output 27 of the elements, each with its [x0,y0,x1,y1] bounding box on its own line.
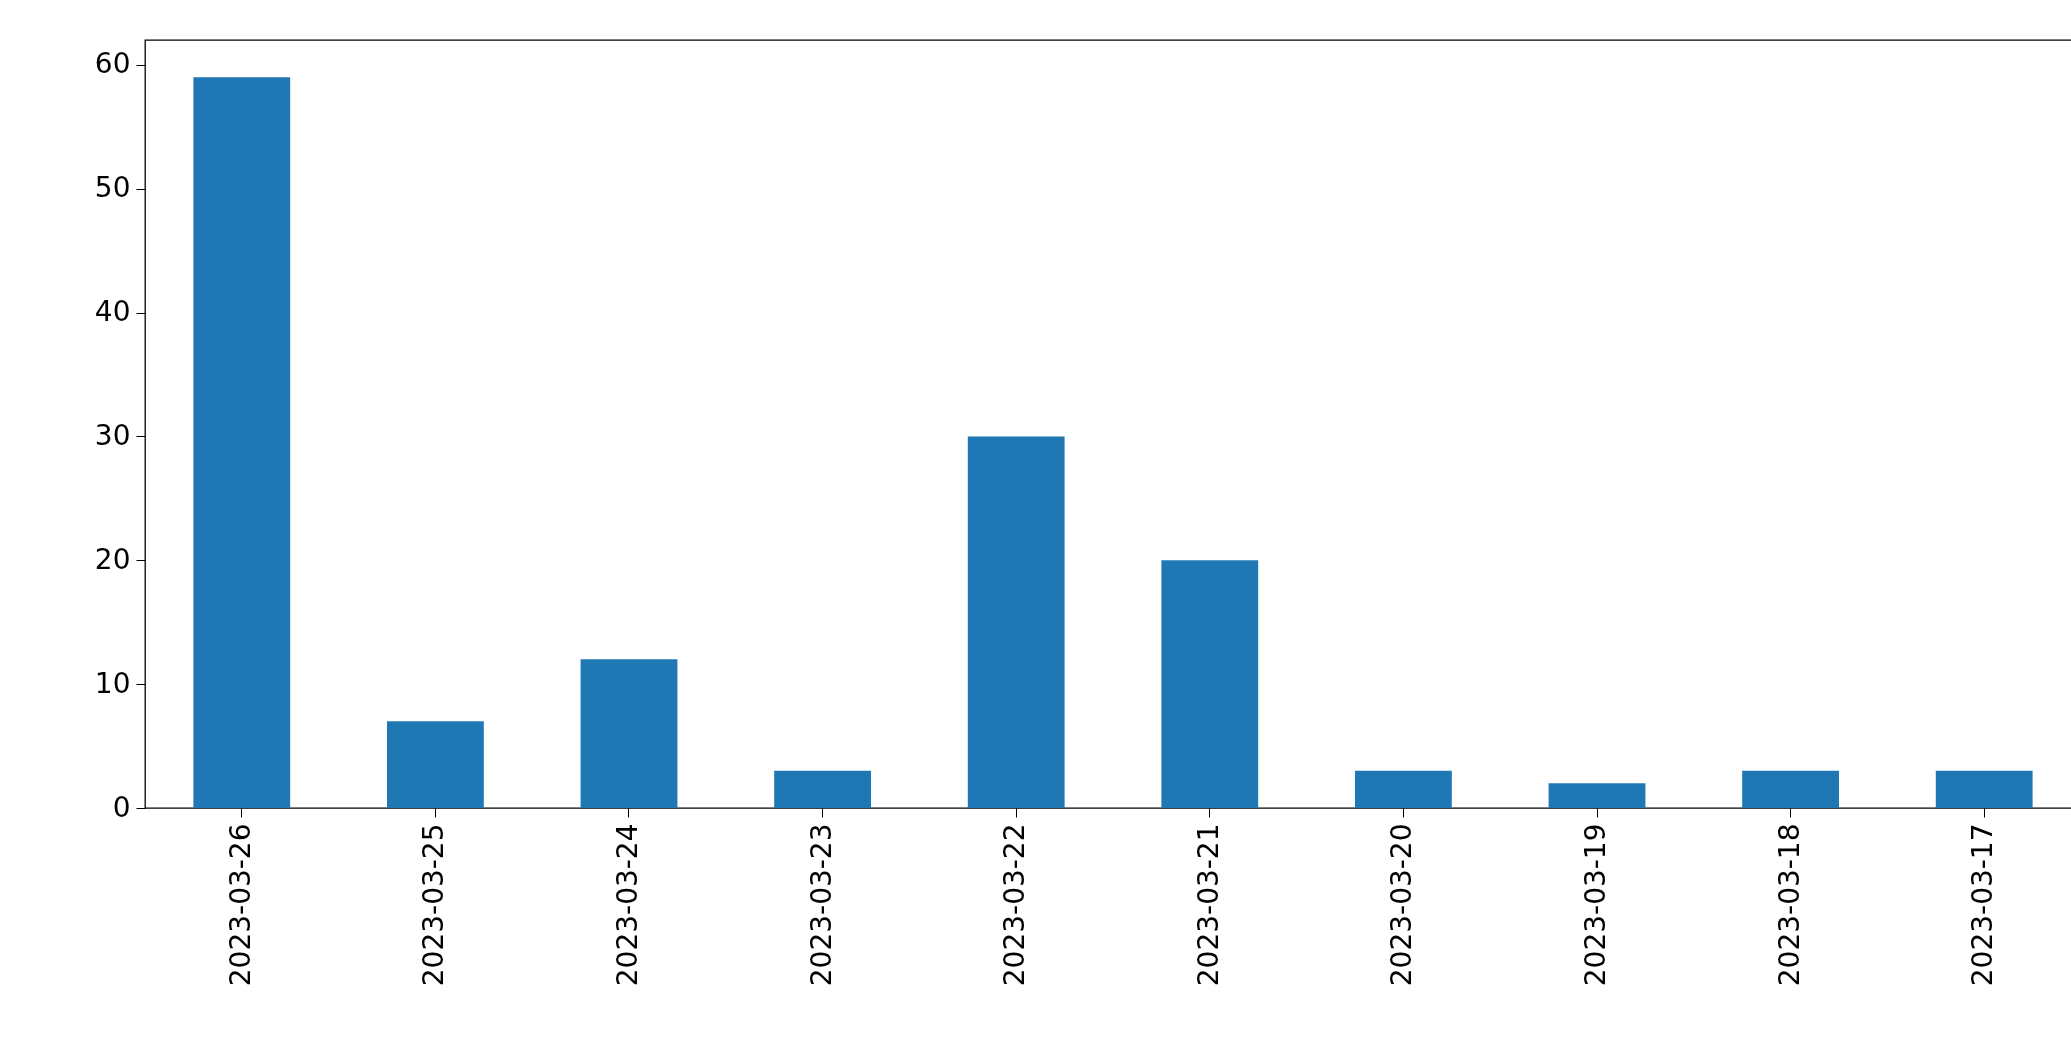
x-tick-label: 2023-03-18 [1772,823,1806,987]
x-tick-label: 2023-03-23 [804,823,838,987]
y-tick-label: 20 [94,542,131,576]
bar [1742,770,1839,808]
y-tick-label: 50 [94,171,131,205]
bar [1548,783,1646,808]
x-tick-label: 2023-03-26 [223,823,257,987]
y-tick-label: 0 [112,790,131,824]
x-tick-label: 2023-03-25 [417,823,451,987]
y-tick-label: 40 [94,295,131,329]
y-tick-label: 60 [94,47,131,81]
x-tick-label: 2023-03-21 [1191,823,1225,987]
bar [1161,560,1259,808]
bar [1355,770,1452,808]
bar [1935,770,2033,808]
x-tick-label: 2023-03-19 [1579,823,1612,987]
bar [387,721,484,808]
x-tick-label: 2023-03-20 [1385,823,1419,987]
bar [580,659,678,808]
bar [967,436,1065,808]
y-tick-label: 30 [94,418,131,452]
x-tick-label: 2023-03-22 [998,823,1032,987]
bar [193,77,291,808]
y-tick-label: 10 [94,666,131,700]
bar [774,770,871,808]
x-tick-label: 2023-03-17 [1966,823,2000,987]
x-tick-label: 2023-03-24 [611,823,644,987]
